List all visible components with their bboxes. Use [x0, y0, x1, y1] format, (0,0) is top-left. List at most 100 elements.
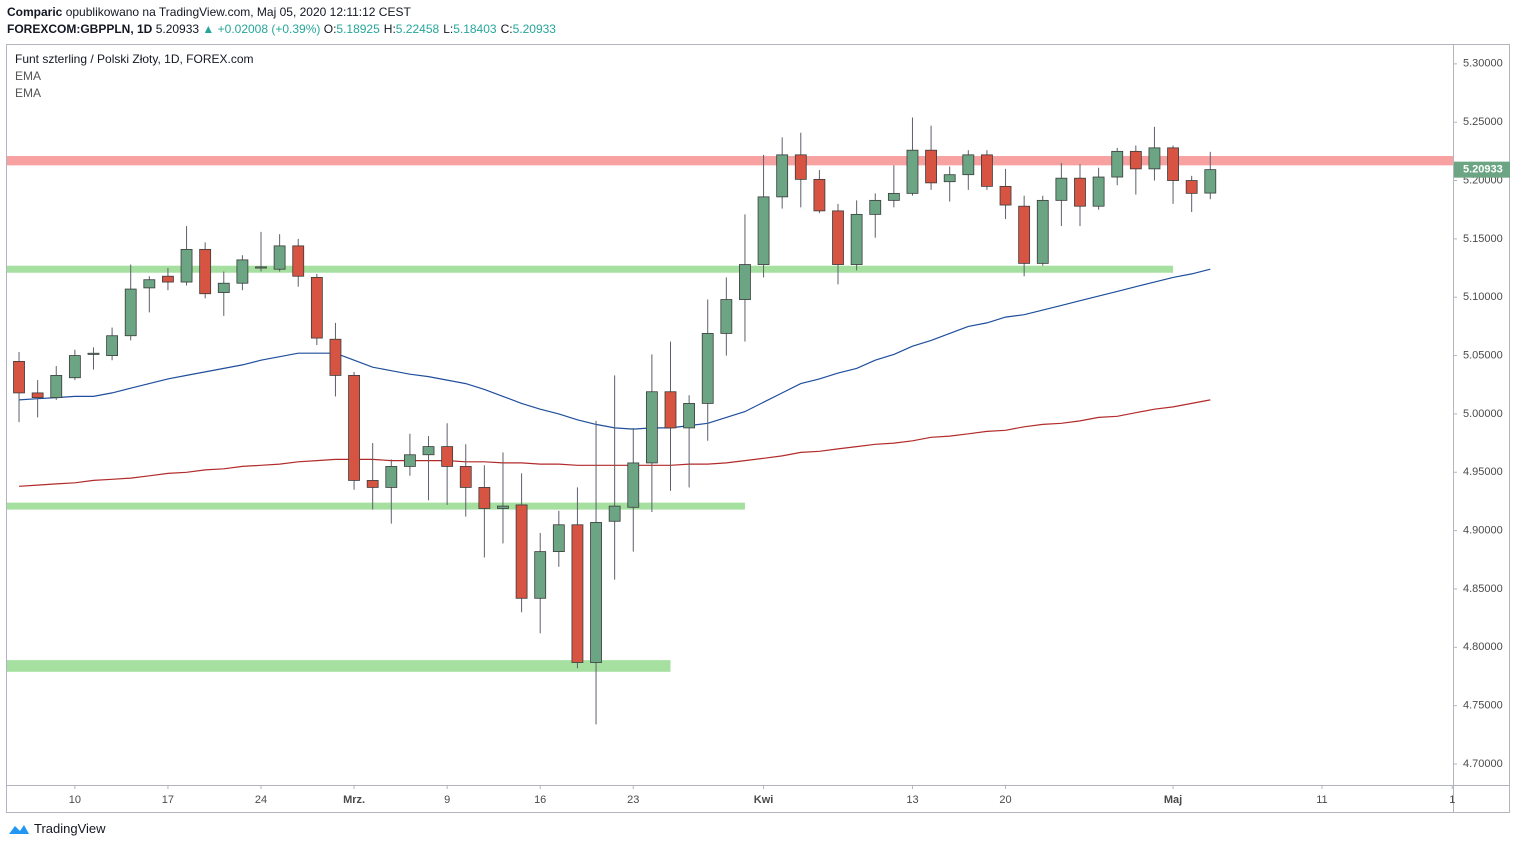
zone	[7, 660, 671, 672]
candle-body	[329, 338, 342, 376]
candle-body	[869, 199, 882, 215]
candle-body	[478, 487, 491, 509]
chart-frame	[6, 44, 1510, 813]
candle-body	[1074, 177, 1086, 207]
x-tick-label: 23	[627, 794, 639, 806]
x-tick-label: 20	[999, 794, 1011, 806]
y-tick-label: 4.85000	[1463, 583, 1503, 595]
zone	[7, 265, 1174, 273]
y-tick-label: 4.70000	[1463, 758, 1503, 770]
last-price-label: 5.20933	[1463, 164, 1503, 176]
footer: TradingView	[7, 821, 106, 836]
candle-body	[534, 551, 547, 599]
candle-body	[255, 266, 267, 269]
published: opublikowano na TradingView.com, Maj 05,…	[65, 5, 411, 19]
ohlc-value: 5.18925	[336, 22, 380, 36]
y-tick-label: 4.80000	[1463, 641, 1503, 653]
zone	[7, 502, 745, 510]
candle-body	[906, 149, 919, 194]
candle-body	[590, 522, 602, 663]
x-tick-label: 17	[162, 794, 174, 806]
ohlc-label: O:	[323, 22, 337, 36]
ohlc-label: L:	[443, 22, 454, 36]
candle-body	[180, 248, 193, 283]
zone	[7, 156, 1453, 166]
candle-body	[385, 466, 398, 488]
chart-title: Funt szterling / Polski Złoty, 1D, FOREX…	[15, 52, 254, 66]
candle-body	[68, 355, 81, 379]
change: ▲ +0.02008 (+0.39%)	[202, 22, 321, 36]
candle-body	[404, 454, 416, 467]
candle-body	[217, 282, 230, 293]
legend-entry: EMA	[15, 86, 41, 100]
candle-body	[1055, 177, 1068, 201]
candle-body	[701, 332, 714, 404]
y-tick-label: 4.95000	[1463, 466, 1503, 478]
candle-body	[1129, 150, 1142, 170]
ohlc-value: 5.18403	[453, 22, 497, 36]
symbol-line: FOREXCOM:GBPPLN, 1D 5.20933 ▲ +0.02008 (…	[7, 22, 560, 36]
candle-body	[87, 352, 100, 355]
candle-body	[162, 275, 174, 283]
candle-body	[236, 259, 249, 284]
x-tick-label: Mrz.	[343, 794, 365, 806]
candle-body	[199, 248, 212, 295]
candle-body	[273, 245, 286, 270]
candle-body	[887, 192, 900, 201]
y-tick-label: 5.25000	[1463, 116, 1503, 128]
y-tick-label: 5.00000	[1463, 408, 1503, 420]
candle-body	[50, 375, 63, 398]
ohlc-value: 5.22458	[395, 22, 440, 36]
candle-body	[794, 154, 807, 180]
candle-body	[366, 480, 379, 488]
x-tick-label: 13	[906, 794, 918, 806]
candle-body	[925, 149, 937, 184]
y-tick-label: 5.30000	[1463, 58, 1503, 70]
candle-body	[552, 524, 565, 553]
ohlc-value: 5.20933	[512, 22, 556, 36]
x-tick-label: 16	[534, 794, 546, 806]
candle-body	[143, 279, 156, 289]
candle-body	[1018, 205, 1031, 264]
ohlc-label: C:	[500, 22, 513, 36]
candle-body	[850, 213, 863, 265]
publisher: Comparic	[7, 5, 63, 19]
y-tick-label: 5.15000	[1463, 233, 1503, 245]
candle-body	[683, 403, 696, 429]
candle-body	[645, 391, 658, 464]
candle-body	[459, 466, 472, 488]
brand: TradingView	[34, 821, 106, 836]
candle-body	[31, 392, 44, 398]
candle-body	[310, 276, 323, 339]
x-tick-label: 24	[255, 794, 267, 806]
candle-body	[1092, 176, 1105, 207]
y-tick-label: 4.75000	[1463, 700, 1503, 712]
candle-body	[13, 361, 25, 394]
publish-line: Comparic opublikowano na TradingView.com…	[7, 5, 411, 19]
candle-body	[664, 391, 677, 429]
x-tick-label: 9	[444, 794, 450, 806]
x-tick-label: 11	[1316, 794, 1327, 806]
y-tick-label: 5.05000	[1463, 349, 1503, 361]
candle-body	[981, 154, 993, 187]
candle-body	[1148, 147, 1161, 170]
candle-body	[1167, 147, 1179, 181]
candle-body	[1204, 169, 1217, 194]
candle-body	[124, 288, 137, 337]
candle-body	[813, 178, 826, 212]
candle-body	[943, 174, 956, 183]
x-tick-label: 1	[1449, 794, 1455, 806]
legend-entry: EMA	[15, 69, 41, 83]
candle-body	[1185, 180, 1198, 194]
candle-body	[627, 462, 640, 508]
candle-body	[739, 264, 751, 300]
candle-body	[497, 505, 509, 509]
candle-body	[441, 446, 454, 467]
candle-body	[292, 245, 305, 277]
candle-body	[832, 210, 844, 265]
logo	[9, 824, 29, 834]
candle-body	[720, 299, 733, 334]
candle-body	[776, 154, 789, 198]
